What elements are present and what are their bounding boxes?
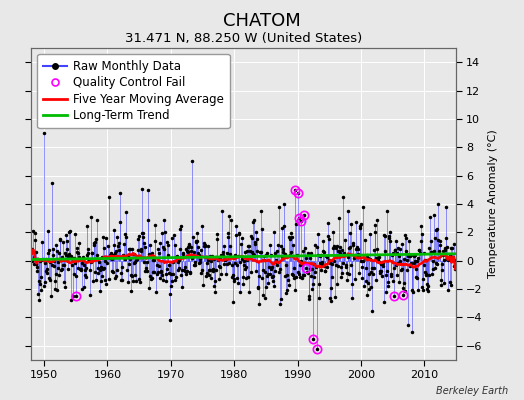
Text: Berkeley Earth: Berkeley Earth (436, 386, 508, 396)
Title: 31.471 N, 88.250 W (United States): 31.471 N, 88.250 W (United States) (125, 32, 362, 46)
Y-axis label: Temperature Anomaly (°C): Temperature Anomaly (°C) (488, 130, 498, 278)
Text: CHATOM: CHATOM (223, 12, 301, 30)
Legend: Raw Monthly Data, Quality Control Fail, Five Year Moving Average, Long-Term Tren: Raw Monthly Data, Quality Control Fail, … (37, 54, 230, 128)
